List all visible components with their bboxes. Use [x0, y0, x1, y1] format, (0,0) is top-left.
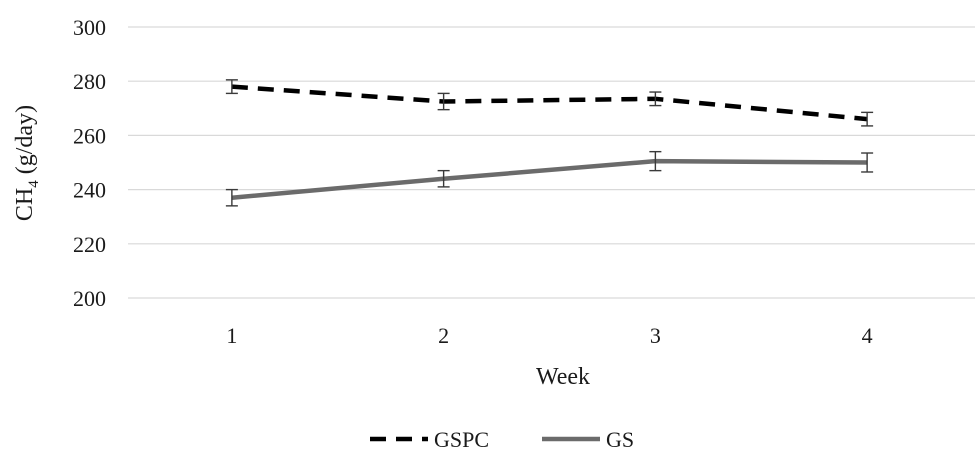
x-axis-title: Week	[536, 364, 590, 390]
legend: GSPC GS	[370, 427, 634, 452]
y-axis-title: CH4 (g/day)	[12, 105, 42, 221]
series-layer	[226, 80, 873, 206]
y-axis-title-suffix: (g/day)	[12, 105, 38, 180]
legend-label-gs: GS	[606, 427, 634, 452]
x-tick-label-3: 3	[650, 323, 661, 348]
y-tick-label-240: 240	[73, 178, 106, 203]
x-tick-label-4: 4	[862, 323, 873, 348]
y-tick-label-220: 220	[73, 232, 106, 257]
y-axis-ticks: 200 220 240 260 280 300	[73, 15, 106, 311]
x-axis-ticks: 1 2 3 4	[226, 323, 872, 348]
y-axis-title-main: CH	[12, 188, 38, 221]
series-line-gspc	[232, 87, 867, 120]
series-line-gs	[232, 161, 867, 198]
x-tick-label-1: 1	[226, 323, 237, 348]
x-tick-label-2: 2	[438, 323, 449, 348]
y-tick-label-260: 260	[73, 123, 106, 148]
y-tick-label-280: 280	[73, 69, 106, 94]
y-tick-label-200: 200	[73, 286, 106, 311]
y-tick-label-300: 300	[73, 15, 106, 40]
legend-label-gspc: GSPC	[434, 427, 489, 452]
